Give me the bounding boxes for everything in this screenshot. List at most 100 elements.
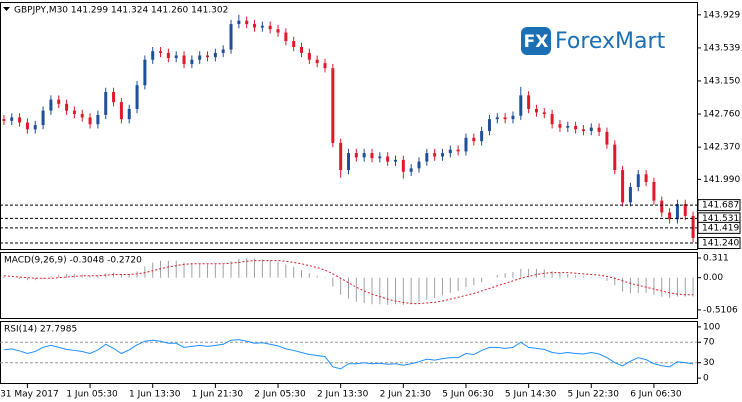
candle-body xyxy=(221,49,225,53)
candle-body xyxy=(18,117,22,123)
x-tick-label: 5 Jun 14:30 xyxy=(505,390,557,400)
x-tick-label: 1 Jun 21:30 xyxy=(192,390,244,400)
panel-title: MACD(9,26,9) -0.3048 -0.2720 xyxy=(4,256,142,266)
x-tick-label: 1 Jun 05:30 xyxy=(66,390,118,400)
logo-badge xyxy=(521,27,551,55)
candle-body xyxy=(245,20,249,25)
y-tick-label: 70 xyxy=(703,338,715,348)
candle-body xyxy=(57,99,61,104)
candle-body xyxy=(307,52,311,60)
panel-frame xyxy=(0,2,698,250)
candle-body xyxy=(339,142,343,171)
y-tick-label: 142.760 xyxy=(703,110,740,120)
candle-body xyxy=(581,129,585,132)
candle-body xyxy=(589,127,593,132)
y-tick-label: 143.929 xyxy=(703,10,740,20)
candle-body xyxy=(472,137,476,142)
candle-body xyxy=(72,110,76,115)
y-tick-label: 143.539 xyxy=(703,43,740,53)
candle-body xyxy=(652,181,656,201)
candle-body xyxy=(668,212,672,220)
candle-body xyxy=(166,52,170,59)
candle-body xyxy=(628,187,632,203)
candle-body xyxy=(104,91,108,115)
x-tick-label: 5 Jun 22:30 xyxy=(568,390,620,400)
candle-body xyxy=(198,55,202,60)
candle-body xyxy=(456,149,460,152)
y-tick-label: 0.311 xyxy=(703,254,729,264)
rsi-line xyxy=(3,339,694,370)
x-tick-label: 2 Jun 05:30 xyxy=(254,390,306,400)
candle-body xyxy=(88,117,92,125)
candle-body xyxy=(393,159,397,162)
candle-body xyxy=(542,112,546,115)
level-label-box xyxy=(697,221,741,234)
y-tick-label: 142.370 xyxy=(703,143,740,153)
candle-body xyxy=(495,117,499,120)
candle-body xyxy=(41,110,45,126)
candle-body xyxy=(25,122,29,130)
panel-title: GBPJPY,M30 141.299 141.324 141.260 141.3… xyxy=(14,6,228,16)
candle-body xyxy=(487,119,491,132)
candle-body xyxy=(354,153,358,158)
candle-body xyxy=(636,174,640,188)
candle-body xyxy=(362,153,366,158)
y-tick-label: 0.00 xyxy=(703,273,723,283)
candle-body xyxy=(683,204,687,216)
candle-body xyxy=(127,108,131,120)
candle-body xyxy=(151,51,155,60)
panel-frame xyxy=(0,321,698,384)
candle-body xyxy=(284,32,288,42)
y-tick-label: 143.150 xyxy=(703,76,740,86)
candle-body xyxy=(527,95,531,109)
candle-body xyxy=(206,55,210,58)
candle-body xyxy=(112,91,116,103)
candle-body xyxy=(159,51,163,53)
candle-body xyxy=(268,25,272,30)
candle-body xyxy=(480,131,484,142)
y-tick-label: 0 xyxy=(703,374,709,384)
candle-body xyxy=(33,125,37,130)
candle-body xyxy=(190,59,194,64)
logo-name: ForexMart xyxy=(555,29,666,54)
candle-body xyxy=(597,127,601,132)
candle-body xyxy=(370,153,374,159)
candle-body xyxy=(119,102,123,120)
candle-body xyxy=(213,52,217,58)
candle-body xyxy=(440,153,444,157)
candle-body xyxy=(347,153,350,171)
level-label-box xyxy=(697,237,741,250)
candle-body xyxy=(49,99,53,111)
candle-body xyxy=(511,115,515,120)
candle-body xyxy=(260,25,264,28)
candle-body xyxy=(605,131,609,145)
y-tick-label: 30 xyxy=(703,358,715,368)
x-tick-label: 2 Jun 13:30 xyxy=(317,390,369,400)
candle-body xyxy=(135,85,139,109)
candle-body xyxy=(464,137,468,152)
candle-body xyxy=(550,114,554,125)
x-tick-label: 2 Jun 21:30 xyxy=(380,390,432,400)
candle-body xyxy=(96,114,100,125)
candle-body xyxy=(174,55,178,59)
candle-body xyxy=(613,144,617,171)
logo: FX ForexMart xyxy=(521,27,666,55)
candle-body xyxy=(534,108,538,113)
candle-body xyxy=(386,156,390,162)
candle-body xyxy=(503,117,507,120)
candle-body xyxy=(331,68,335,143)
candle-body xyxy=(574,125,578,130)
candle-body xyxy=(378,156,382,159)
level-label: 141.687 xyxy=(702,201,739,211)
candle-body xyxy=(229,24,233,50)
candle-body xyxy=(644,174,648,182)
candle-body xyxy=(315,59,319,64)
candle-body xyxy=(660,200,664,213)
x-tick-label: 6 Jun 06:30 xyxy=(630,390,682,400)
candle-body xyxy=(80,114,84,118)
x-tick-label: 1 Jun 13:30 xyxy=(129,390,181,400)
level-label: 141.240 xyxy=(702,239,739,249)
candle-body xyxy=(621,170,625,203)
candle-body xyxy=(182,55,186,64)
